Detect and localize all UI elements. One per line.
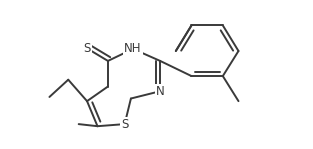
Text: S: S bbox=[83, 42, 91, 55]
Text: N: N bbox=[156, 85, 165, 98]
Text: S: S bbox=[121, 118, 128, 131]
Text: NH: NH bbox=[124, 42, 142, 55]
